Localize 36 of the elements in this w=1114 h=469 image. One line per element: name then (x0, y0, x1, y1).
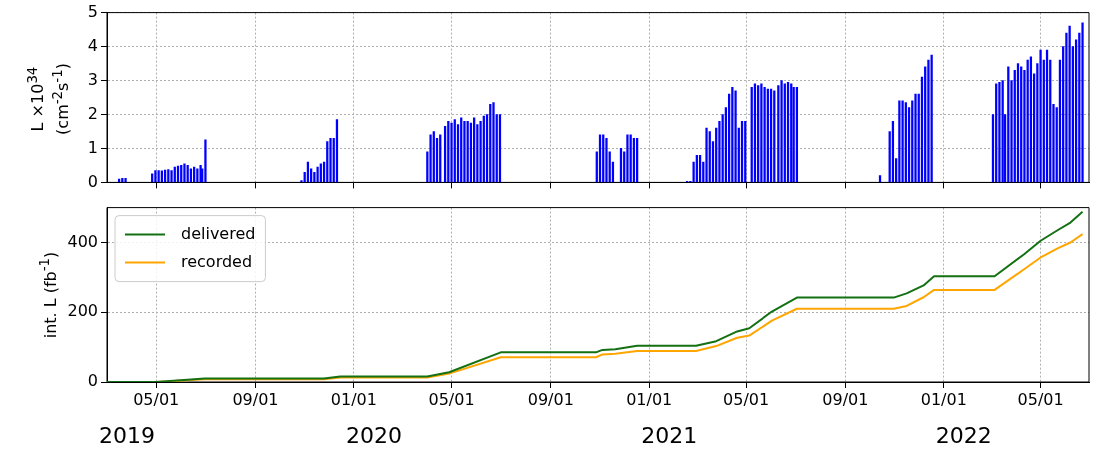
text: 2022 (935, 422, 992, 448)
x-tick-label: 05/01 (1017, 389, 1064, 409)
x-tick-label: 01/01 (920, 389, 967, 409)
bar (1039, 49, 1042, 183)
x-tick-label: 05/01 (428, 389, 475, 409)
bar (1081, 22, 1084, 183)
x-tick-label: 01/01 (626, 389, 673, 409)
y-tick-label: 400 (67, 231, 98, 251)
legend-label: recorded (181, 251, 253, 271)
text: 2019 (99, 422, 155, 448)
legend-label: delivered (181, 223, 256, 243)
bar (199, 165, 202, 183)
x-tick-label: 09/01 (232, 389, 279, 409)
bar (313, 171, 316, 183)
x-tick-label: 05/01 (723, 389, 770, 409)
bar (927, 59, 930, 183)
bar (705, 127, 708, 183)
x-tick-label: 09/01 (527, 389, 574, 409)
y-tick-label: 4 (87, 35, 98, 55)
y-tick-label: 3 (87, 69, 98, 89)
x-tick-label: 09/01 (822, 389, 869, 409)
y-tick-label: 200 (67, 301, 98, 321)
y-tick-label: 1 (87, 137, 98, 157)
x-tick-label: 01/01 (330, 389, 377, 409)
bar (1068, 25, 1071, 183)
bar (898, 100, 901, 183)
y-tick-label: 5 (87, 1, 98, 21)
bar (479, 120, 482, 183)
bar (189, 168, 193, 183)
y-tick-label: 0 (87, 171, 98, 191)
text: 2021 (641, 422, 698, 448)
x-tick-label: 05/01 (133, 389, 180, 409)
bar (204, 139, 207, 183)
y-tick-label: 2 (87, 103, 98, 123)
y-tick-label: 0 (87, 371, 98, 391)
text: 2020 (345, 422, 402, 448)
